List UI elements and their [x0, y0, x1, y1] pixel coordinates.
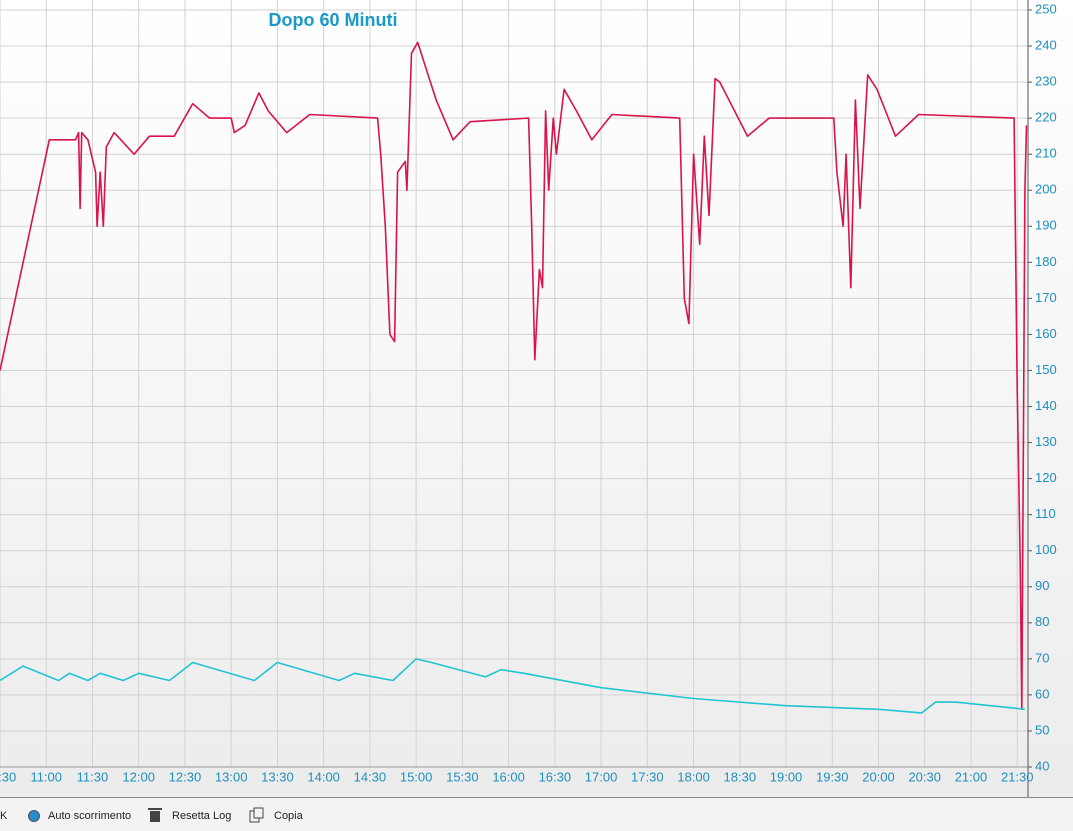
x-tick-label: 16:00 [492, 769, 525, 784]
toolbar-item[interactable]: Resetta Log [172, 810, 231, 822]
y-tick-label: 40 [1035, 758, 1049, 773]
y-tick-label: 110 [1035, 506, 1056, 521]
x-tick-label: 13:30 [261, 769, 294, 784]
y-tick-label: 80 [1035, 614, 1049, 629]
x-tick-label: 11:30 [77, 769, 109, 784]
x-tick-label: 16:30 [539, 769, 572, 784]
y-tick-label: 120 [1035, 470, 1057, 485]
x-tick-label: 12:30 [169, 769, 202, 784]
x-tick-label: 11:00 [30, 769, 62, 784]
line-series [0, 41, 1028, 711]
y-tick-label: 230 [1035, 74, 1057, 89]
y-tick-label: 190 [1035, 218, 1057, 233]
y-tick-label: 70 [1035, 650, 1049, 665]
x-tick-label: 12:00 [122, 769, 155, 784]
x-tick-label: 13:00 [215, 769, 248, 784]
y-tick-label: 100 [1035, 542, 1057, 557]
y-tick-label: 220 [1035, 110, 1057, 125]
x-tick-label: 17:00 [585, 769, 618, 784]
y-tick-label: 130 [1035, 434, 1057, 449]
line-series [0, 658, 1025, 714]
y-tick-label: 50 [1035, 722, 1049, 737]
y-tick-label: 150 [1035, 362, 1057, 377]
chart-title: Dopo 60 Minuti [269, 10, 398, 30]
y-tick-label: 180 [1035, 254, 1057, 269]
x-tick-label: 19:30 [816, 769, 849, 784]
toolbar [0, 798, 1073, 831]
x-tick-label: 10:30 [0, 769, 16, 784]
x-tick-label: 15:30 [446, 769, 479, 784]
x-tick-label: 21:00 [955, 769, 988, 784]
x-tick-label: 17:30 [631, 769, 664, 784]
x-tick-label: 14:00 [307, 769, 340, 784]
x-tick-label: 20:00 [862, 769, 895, 784]
y-tick-label: 140 [1035, 398, 1057, 413]
y-tick-label: 240 [1035, 37, 1057, 52]
chart-background [0, 0, 1073, 797]
trash-icon[interactable] [148, 808, 162, 822]
toolbar-item[interactable]: Auto scorrimento [48, 810, 131, 822]
y-tick-label: 250 [1035, 1, 1057, 16]
y-tick-label: 200 [1035, 182, 1057, 197]
y-tick-label: 160 [1035, 326, 1057, 341]
y-tick-label: 60 [1035, 686, 1049, 701]
toolbar-item[interactable]: Copia [274, 810, 304, 822]
radio-button[interactable] [28, 810, 40, 822]
x-tick-label: 18:00 [677, 769, 710, 784]
x-tick-label: 15:00 [400, 769, 433, 784]
x-tick-label: 18:30 [724, 769, 757, 784]
y-tick-label: 90 [1035, 578, 1049, 593]
copy-icon[interactable] [249, 807, 264, 823]
x-tick-label: 14:30 [354, 769, 387, 784]
x-tick-label: 21:30 [1001, 769, 1034, 784]
x-tick-label: 20:30 [908, 769, 941, 784]
y-tick-label: 170 [1035, 290, 1057, 305]
x-tick-label: 19:00 [770, 769, 803, 784]
y-tick-label: 210 [1035, 146, 1057, 161]
toolbar-item[interactable]: K [0, 810, 8, 822]
